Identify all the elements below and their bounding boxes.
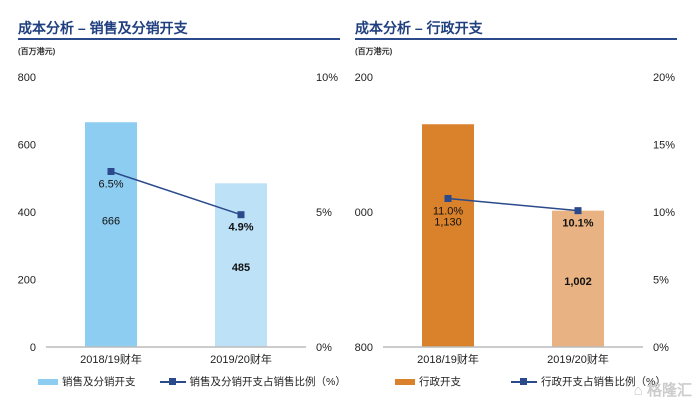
ratio-point xyxy=(107,168,115,175)
legend: 行政开支 行政开支占销售比例（%） xyxy=(395,374,666,389)
legend-line-marker xyxy=(159,377,186,385)
watermark-logo: ⌂ 格隆汇 xyxy=(633,382,692,399)
chart-svg: 0 200 400 600 800 0% 5% 10% 666 2018/19财年 485 2019/… xyxy=(18,72,338,366)
ratio-label: 11.0% xyxy=(433,206,464,218)
y-tick-label: 1,000 xyxy=(355,207,373,219)
title-rule xyxy=(355,38,677,40)
title-rule xyxy=(18,38,340,40)
ratio-label: 6.5% xyxy=(98,179,123,191)
y2-tick-label: 10% xyxy=(653,207,675,219)
bar-value-label: 1,130 xyxy=(434,217,462,229)
legend-label: 行政开支占销售比例（%） xyxy=(541,376,666,388)
legend: 销售及分销开支 销售及分销开支占销售比例（%） xyxy=(38,374,346,389)
y2-tick-label: 0% xyxy=(653,342,669,354)
ratio-label: 10.1% xyxy=(562,218,593,230)
ratio-point xyxy=(237,211,245,219)
ratio-point xyxy=(444,195,452,202)
legend-label: 销售及分销开支占销售比例（%） xyxy=(189,376,346,388)
y-tick-label: 0 xyxy=(30,342,36,354)
ratio-line xyxy=(110,170,242,216)
chart-panel-admin: 成本分析 – 行政开支 (百万港元) 800 1,000 1,200 0% 5% 10% 1… xyxy=(355,0,695,408)
bar xyxy=(422,124,474,347)
legend-bar-swatch xyxy=(395,378,415,385)
y-tick-label: 400 xyxy=(18,207,36,219)
y2-tick-label: 5% xyxy=(653,275,669,287)
chart-title: 成本分析 – 行政开支 xyxy=(355,20,483,36)
y2-tick-label: 10% xyxy=(316,72,338,84)
bar xyxy=(215,183,267,347)
bar-value-label: 485 xyxy=(232,262,250,274)
legend-label: 行政开支 xyxy=(419,376,461,388)
unit-label: (百万港元) xyxy=(355,47,393,56)
chart-svg: 800 1,000 1,200 0% 5% 10% 15% 20% 1,130 2018/19财年… xyxy=(355,72,675,366)
y2-tick-label: 0% xyxy=(316,342,332,354)
ratio-line xyxy=(447,197,579,212)
chart-panel-selling: 成本分析 – 销售及分销开支 (百万港元) 0 200 400 600 800 0% 5% 1… xyxy=(18,0,358,408)
bar-value-label: 666 xyxy=(102,216,120,228)
x-tick-label: 2018/19财年 xyxy=(417,352,479,366)
y-tick-label: 600 xyxy=(18,140,36,152)
legend-label: 销售及分销开支 xyxy=(62,376,136,388)
x-tick-label: 2019/20财年 xyxy=(210,352,272,366)
bar xyxy=(85,122,137,347)
y-tick-label: 800 xyxy=(355,342,373,354)
unit-label: (百万港元) xyxy=(18,47,56,56)
bar-value-label: 1,002 xyxy=(564,276,592,288)
y-tick-label: 200 xyxy=(18,275,36,287)
legend-bar-swatch xyxy=(38,378,58,385)
ratio-label: 4.9% xyxy=(228,222,253,234)
ratio-point xyxy=(574,207,582,215)
y2-tick-label: 5% xyxy=(316,207,332,219)
y2-tick-label: 15% xyxy=(653,140,675,152)
y-tick-label: 800 xyxy=(18,72,36,84)
y-tick-label: 1,200 xyxy=(355,72,373,84)
x-tick-label: 2018/19财年 xyxy=(80,352,142,366)
bar xyxy=(552,210,604,347)
x-tick-label: 2019/20财年 xyxy=(547,352,609,366)
y2-tick-label: 20% xyxy=(653,72,675,84)
chart-title: 成本分析 – 销售及分销开支 xyxy=(18,20,188,36)
legend-line-marker xyxy=(511,377,537,385)
